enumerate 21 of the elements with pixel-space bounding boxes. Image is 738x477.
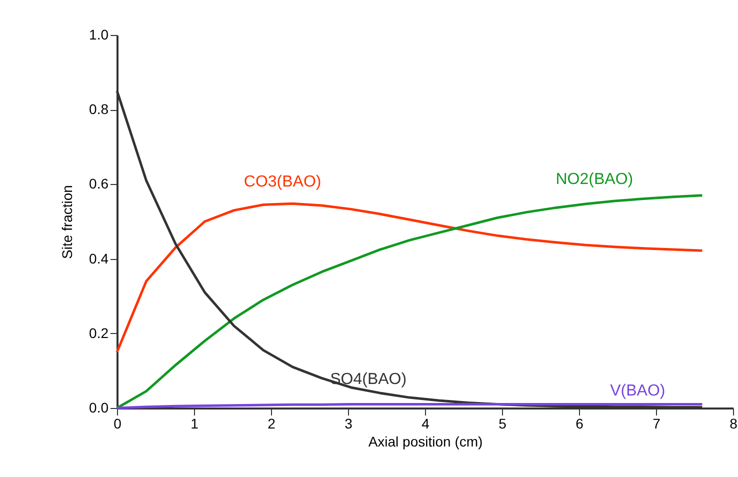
y-tick-label: 0.4	[89, 250, 109, 266]
x-tick-label: 1	[190, 416, 199, 432]
y-tick-label: 0.6	[89, 176, 109, 192]
series-label: V(BAO)	[610, 382, 666, 400]
y-tick-label: 0.2	[89, 324, 109, 341]
series-label: SO4(BAO)	[330, 371, 407, 388]
y-axis-title: Site fraction	[59, 185, 76, 259]
x-tick-label: 2	[268, 416, 276, 432]
y-tick-label: 1.0	[89, 26, 109, 42]
y-tick-label: 0.8	[89, 101, 109, 118]
series-label: CO3(BAO)	[244, 174, 322, 191]
x-tick-label: 4	[422, 416, 430, 432]
x-axis-title: Axial position (cm)	[368, 434, 483, 450]
x-tick-label: 5	[498, 416, 507, 432]
y-tick-label: 0.0	[89, 400, 109, 416]
x-tick-label: 6	[576, 416, 584, 432]
x-tick-label: 7	[652, 416, 661, 432]
x-tick-label: 8	[730, 416, 738, 432]
x-tick-label: 3	[344, 416, 353, 432]
x-tick-label: 0	[114, 416, 122, 432]
series-label: NO2(BAO)	[556, 170, 634, 188]
